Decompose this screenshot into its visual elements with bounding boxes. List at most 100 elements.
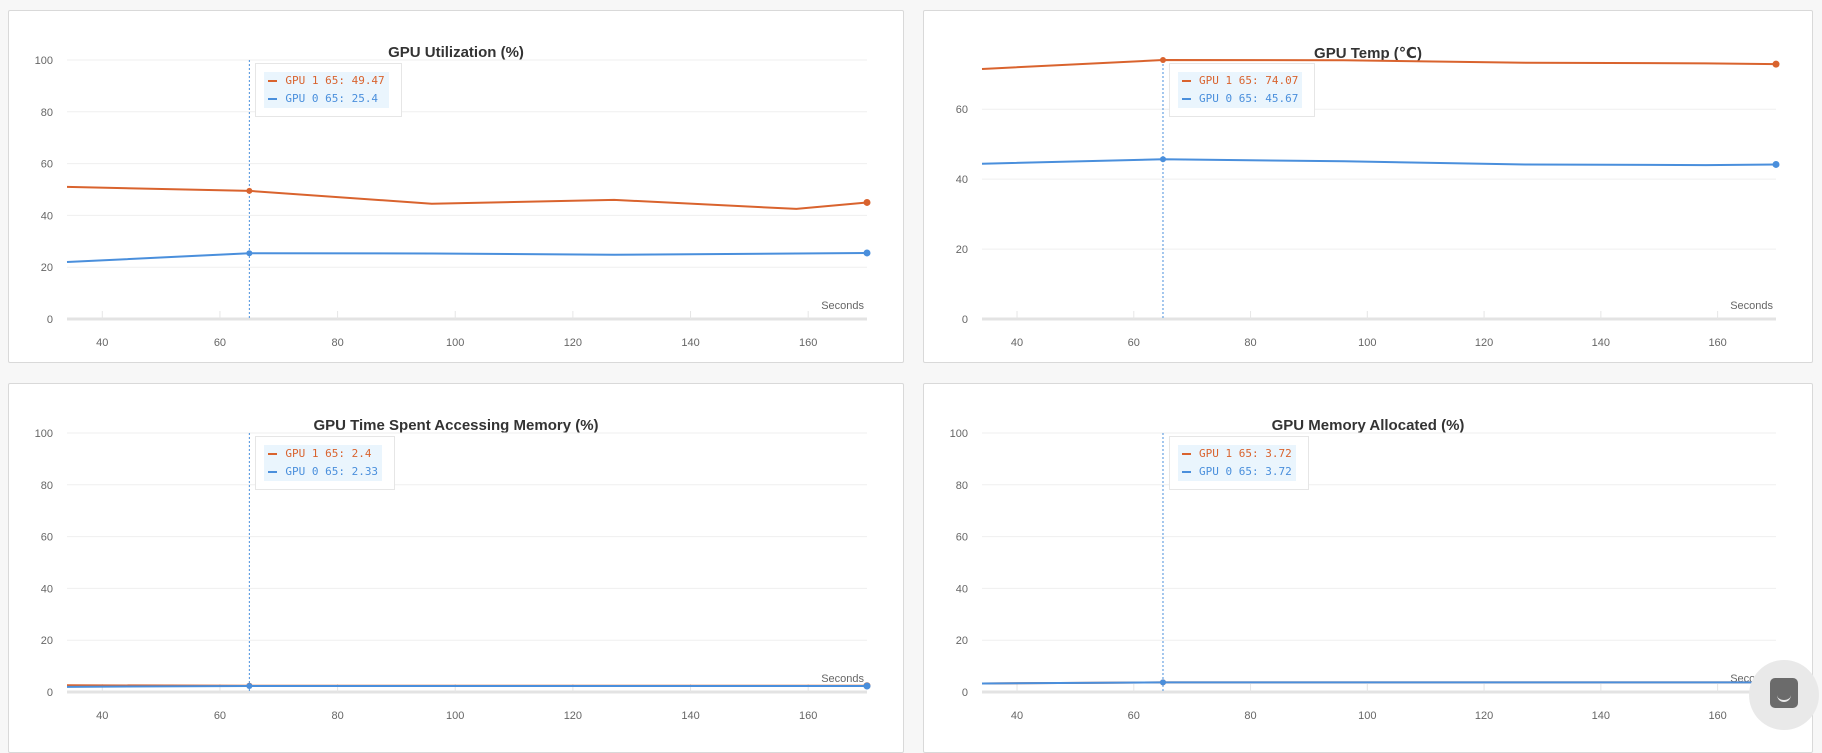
x-tick-label: 100 xyxy=(446,710,464,722)
y-tick-label: 40 xyxy=(41,583,53,595)
series-line-gpu-1 xyxy=(981,58,1777,70)
chart-panel-gpu-memory-allocated: GPU Memory Allocated (%) 0 20 40 60 80 100 40 6… xyxy=(923,383,1813,753)
legend-swatch xyxy=(268,453,278,455)
hover-tooltip: GPU 1 65: 49.47 GPU 0 65: 25.4 xyxy=(255,63,402,117)
hover-point xyxy=(246,250,253,257)
x-tick-label: 60 xyxy=(214,337,226,349)
x-tick-label: 60 xyxy=(1128,337,1140,349)
y-tick-label: 60 xyxy=(41,159,53,171)
x-tick-label: 40 xyxy=(1011,337,1023,349)
x-tick-label: 160 xyxy=(1708,710,1726,722)
chart-plot[interactable]: 0 20 40 60 80 100 40 60 80 100 120 140 160 Seconds xyxy=(9,384,905,737)
x-tick-label: 100 xyxy=(1358,710,1376,722)
x-axis-label: Seconds xyxy=(821,300,864,312)
y-tick-label: 100 xyxy=(950,428,968,440)
chart-title: GPU Temp (℃) xyxy=(1314,45,1422,62)
last-point xyxy=(863,249,871,257)
y-tick-label: 100 xyxy=(35,55,53,67)
last-point xyxy=(1772,160,1780,168)
x-tick-label: 80 xyxy=(1244,710,1256,722)
hover-tooltip: GPU 1 65: 2.4 GPU 0 65: 2.33 xyxy=(255,436,396,490)
y-tick-label: 0 xyxy=(962,687,968,699)
series-line-gpu-0 xyxy=(981,158,1777,167)
hover-point xyxy=(1159,679,1166,686)
y-tick-label: 40 xyxy=(956,174,968,186)
legend-swatch xyxy=(268,80,278,82)
series-line-gpu-1 xyxy=(66,185,868,210)
y-tick-label: 0 xyxy=(47,687,53,699)
x-tick-label: 120 xyxy=(564,337,582,349)
x-tick-label: 160 xyxy=(799,710,817,722)
x-tick-label: 100 xyxy=(446,337,464,349)
y-tick-label: 60 xyxy=(956,104,968,116)
y-tick-label: 40 xyxy=(956,583,968,595)
x-tick-label: 80 xyxy=(1244,337,1256,349)
x-axis-label: Seconds xyxy=(821,673,864,685)
chart-panel-gpu-utilization: GPU Utilization (%) 0 20 40 60 80 100 40 60 80 10… xyxy=(8,10,904,363)
x-tick-label: 120 xyxy=(1475,337,1493,349)
x-tick-label: 60 xyxy=(214,710,226,722)
x-tick-label: 40 xyxy=(96,710,108,722)
legend-swatch xyxy=(268,98,278,100)
last-point xyxy=(1772,60,1780,68)
y-tick-label: 0 xyxy=(962,314,968,326)
series-line-gpu-0 xyxy=(66,684,867,688)
x-tick-label: 120 xyxy=(564,710,582,722)
x-tick-label: 60 xyxy=(1128,710,1140,722)
x-tick-label: 40 xyxy=(1011,710,1023,722)
x-tick-label: 160 xyxy=(799,337,817,349)
x-tick-label: 120 xyxy=(1475,710,1493,722)
y-tick-label: 80 xyxy=(41,107,53,119)
chat-bubble-icon xyxy=(1770,678,1798,708)
x-tick-label: 80 xyxy=(331,710,343,722)
series-line-gpu-0 xyxy=(981,681,1776,685)
legend-swatch xyxy=(1181,471,1191,473)
legend-swatch xyxy=(1181,453,1191,455)
hover-point xyxy=(1159,156,1166,163)
chart-plot[interactable]: 0 20 40 60 40 60 80 100 120 140 160 Seconds xyxy=(924,11,1814,364)
x-tick-label: 80 xyxy=(331,337,343,349)
hover-point xyxy=(1159,57,1166,63)
y-tick-label: 20 xyxy=(41,262,53,274)
last-point xyxy=(863,682,871,690)
x-tick-label: 140 xyxy=(681,337,699,349)
x-tick-label: 160 xyxy=(1708,337,1726,349)
chart-panel-gpu-memory-access: GPU Time Spent Accessing Memory (%) 0 20 4… xyxy=(8,383,904,753)
x-tick-label: 140 xyxy=(681,710,699,722)
tooltip-row-gpu-1: GPU 1 65: 2.4 xyxy=(264,445,383,463)
y-tick-label: 20 xyxy=(956,244,968,256)
tooltip-row-gpu-1: GPU 1 65: 3.72 xyxy=(1177,445,1296,463)
tooltip-row-gpu-0: GPU 0 65: 45.67 xyxy=(1177,90,1303,108)
legend-swatch xyxy=(268,471,278,473)
x-axis-label: Seconds xyxy=(1730,300,1773,312)
tooltip-row-gpu-0: GPU 0 65: 3.72 xyxy=(1177,463,1296,481)
hover-tooltip: GPU 1 65: 3.72 GPU 0 65: 3.72 xyxy=(1168,436,1309,490)
hover-point xyxy=(246,682,253,689)
chat-widget-button[interactable] xyxy=(1749,660,1819,730)
x-tick-label: 140 xyxy=(1592,337,1610,349)
chart-title: GPU Time Spent Accessing Memory (%) xyxy=(313,417,599,434)
hover-tooltip: GPU 1 65: 74.07 GPU 0 65: 45.67 xyxy=(1168,63,1316,117)
y-tick-label: 40 xyxy=(41,210,53,222)
y-tick-label: 80 xyxy=(956,480,968,492)
y-tick-label: 0 xyxy=(47,314,53,326)
last-point xyxy=(863,198,871,206)
x-tick-label: 100 xyxy=(1358,337,1376,349)
x-tick-label: 140 xyxy=(1592,710,1610,722)
y-tick-label: 100 xyxy=(35,428,53,440)
y-tick-label: 80 xyxy=(41,480,53,492)
y-tick-label: 20 xyxy=(41,635,53,647)
legend-swatch xyxy=(1181,80,1191,82)
y-tick-label: 20 xyxy=(956,635,968,647)
y-tick-label: 60 xyxy=(41,532,53,544)
tooltip-row-gpu-1: GPU 1 65: 74.07 xyxy=(1177,72,1303,90)
tooltip-row-gpu-0: GPU 0 65: 25.4 xyxy=(264,90,389,108)
chart-title: GPU Utilization (%) xyxy=(388,44,524,61)
tooltip-row-gpu-1: GPU 1 65: 49.47 xyxy=(264,72,389,90)
legend-swatch xyxy=(1181,98,1191,100)
series-line-gpu-0 xyxy=(66,251,868,264)
y-tick-label: 60 xyxy=(956,532,968,544)
tooltip-row-gpu-0: GPU 0 65: 2.33 xyxy=(264,463,383,481)
